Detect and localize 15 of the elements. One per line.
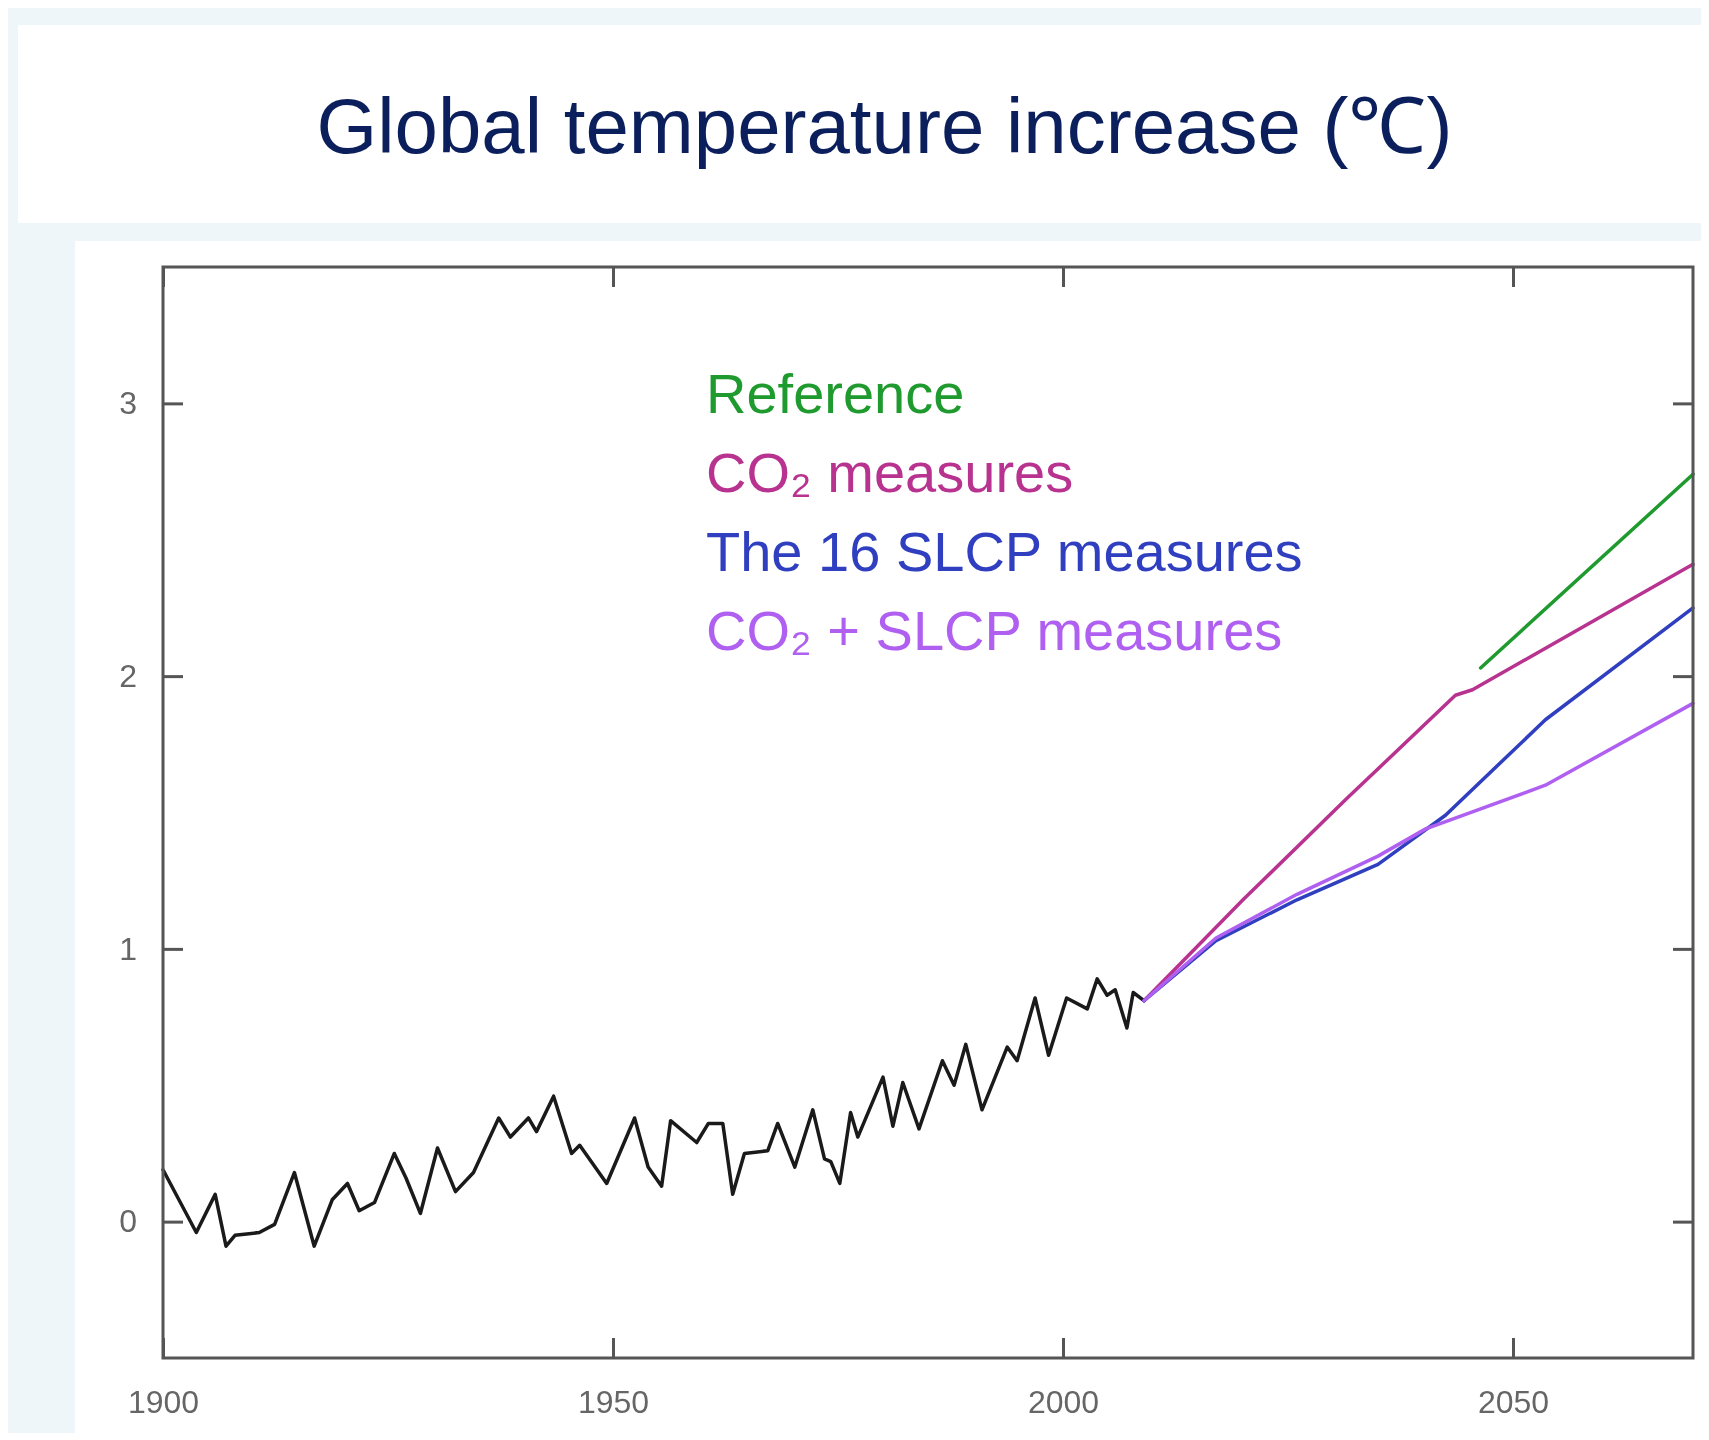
line-series [161,977,1146,1248]
x-tick-label: 1950 [577,1383,650,1420]
line-series [1142,701,1695,1003]
y-tick-label: 2 [119,657,137,694]
y-tick-label: 3 [119,385,137,422]
x-tick-label: 1900 [127,1383,200,1420]
text: CO₂ measures [706,441,1074,504]
text: The 16 SLCP measures [706,520,1303,583]
x-tick-label: 2000 [1027,1383,1100,1420]
text: Reference [706,362,965,425]
text: CO₂ + SLCP measures [706,599,1283,662]
chart-title: Global temperature increase (℃) [316,82,1453,170]
y-tick-label: 1 [119,930,137,967]
x-tick-label: 2050 [1477,1383,1550,1420]
y-tick-label: 0 [119,1203,137,1240]
